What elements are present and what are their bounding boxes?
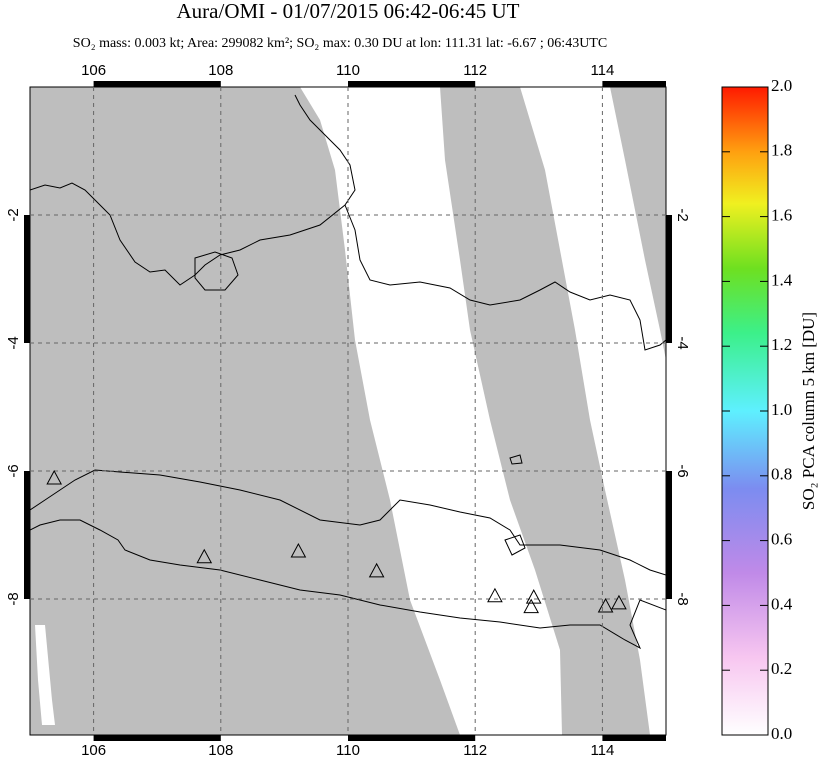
frame-bar [602,735,666,741]
volcano [290,542,307,558]
x-tick-label: 110 [336,742,360,759]
colorbar-tick-label: 1.2 [771,335,792,354]
frame-bar [348,81,476,87]
colorbar-tick-label: 1.8 [771,141,792,160]
x-tick-label: 114 [590,742,614,759]
colorbar-label: SO₂ PCA column 5 km [DU] [799,312,818,510]
frame-bar [93,81,221,87]
swath [520,87,666,735]
x-tick-label: 112 [463,742,487,759]
x-tick-label: 106 [81,742,106,759]
colorbar-tick-label: 1.4 [771,270,793,289]
volcano [46,469,63,485]
chart-title: Aura/OMI - 01/07/2015 06:42-06:45 UT [177,0,520,23]
colorbar-tick-label: 0.6 [771,530,792,549]
map-layer [30,87,666,735]
colorbar-tick-label: 2.0 [771,76,792,95]
colorbar-tick-label: 0.8 [771,465,792,484]
x-tick-label: 108 [208,62,233,79]
colorbar-tick-label: 1.6 [771,206,792,225]
x-tick-label: 114 [590,62,614,79]
colorbar-tick-label: 0.4 [771,594,793,613]
coastline [509,454,523,465]
volcano [487,587,503,603]
x-tick-label: 112 [463,62,487,79]
volcano [525,589,542,604]
volcano [611,594,627,610]
frame-bar [666,471,672,599]
y-tick-label: -6 [5,464,22,477]
volcano [523,598,540,614]
coastline [504,534,526,556]
frame-bar [93,735,221,741]
coastline [30,94,356,286]
coastline [194,251,239,291]
swath [35,625,55,725]
colorbar-tick-label: 1.0 [771,400,792,419]
x-tick-label: 108 [208,742,233,759]
coastline [30,469,666,650]
frame-bar [24,215,30,343]
volcano [196,548,213,564]
colorbar-tick-label: 0.2 [771,659,792,678]
frame-bar [666,215,672,343]
volcano [368,562,385,578]
frame-bar [24,471,30,599]
y-tick-label: -4 [674,336,691,349]
chart-subtitle: SO₂ mass: 0.003 kt; Area: 299082 km²; SO… [73,36,607,51]
y-tick-label: -2 [674,208,691,221]
y-tick-label: -6 [674,464,691,477]
colorbar-tick-label: 0.0 [771,724,792,743]
frame-bar [348,735,476,741]
coastline [344,204,666,351]
frame-bar [602,81,666,87]
y-tick-label: -8 [5,592,22,605]
y-tick-label: -4 [5,336,22,349]
volcano [597,597,614,613]
y-tick-label: -8 [674,592,691,605]
y-tick-label: -2 [5,208,22,221]
x-tick-label: 110 [336,62,360,79]
x-tick-label: 106 [81,62,106,79]
swath [300,87,562,735]
